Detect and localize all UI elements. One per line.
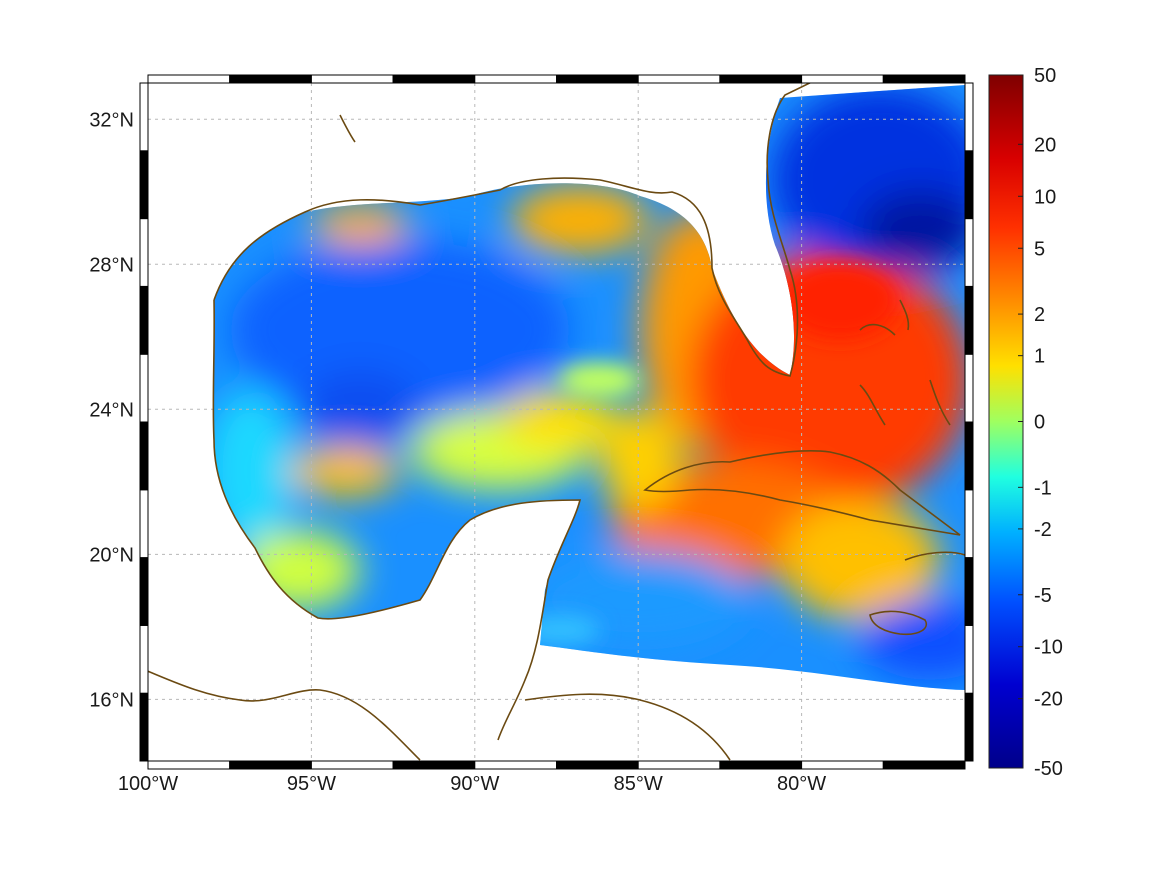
colorbar-label: -5 xyxy=(1034,585,1052,607)
lon-tick-label: 100°W xyxy=(118,773,178,795)
frame-segment-right xyxy=(964,150,974,220)
frame-segment-right xyxy=(964,353,974,423)
frame-segment-left xyxy=(139,489,149,559)
frame-segment-right xyxy=(964,421,974,491)
frame-segment-left xyxy=(139,150,149,220)
colorbar-label: 20 xyxy=(1034,134,1056,156)
colorbar-ramp xyxy=(988,74,1024,769)
lat-tick-label: 16°N xyxy=(89,689,134,711)
lon-tick-label: 90°W xyxy=(450,773,499,795)
lat-tick-label: 28°N xyxy=(89,254,134,276)
frame-segment-right xyxy=(964,82,974,152)
frame-segment-bottom xyxy=(310,760,394,770)
frame-segment-top xyxy=(719,74,803,84)
frame-segment-left xyxy=(139,82,149,152)
colorbar-label: 0 xyxy=(1034,412,1045,434)
frame-segment-bottom xyxy=(147,760,231,770)
frame-segment-right xyxy=(964,218,974,287)
frame-segment-left xyxy=(139,557,149,626)
colorbar-label: 2 xyxy=(1034,304,1045,326)
frame-segment-left xyxy=(139,692,149,762)
lon-tick-label: 85°W xyxy=(614,773,663,795)
colorbar-label: 5 xyxy=(1034,238,1045,260)
frame-segment-top xyxy=(556,74,639,84)
frame-segment-left xyxy=(139,285,149,355)
lat-tick-label: 24°N xyxy=(89,399,134,421)
frame-segment-bottom xyxy=(801,760,884,770)
frame-segment-bottom xyxy=(882,760,966,770)
latitude-labels: 32°N 28°N 24°N 20°N 16°N xyxy=(89,109,134,711)
frame-segment-bottom xyxy=(474,760,557,770)
longitude-labels: 100°W 95°W 90°W 85°W 80°W xyxy=(118,773,826,795)
frame-segment-top xyxy=(801,74,884,84)
frame-segment-top xyxy=(147,74,231,84)
frame-segment-right xyxy=(964,557,974,626)
frame-segment-top xyxy=(229,74,312,84)
frame-segment-bottom xyxy=(556,760,639,770)
frame-segment-right xyxy=(964,285,974,355)
frame-segment-left xyxy=(139,624,149,694)
frame-segment-bottom xyxy=(637,760,721,770)
frame-segment-left xyxy=(139,218,149,287)
map-frame xyxy=(139,74,974,770)
frame-segment-bottom xyxy=(229,760,312,770)
frame-segment-bottom xyxy=(392,760,476,770)
lat-tick-label: 32°N xyxy=(89,109,134,131)
colorbar-label: 10 xyxy=(1034,186,1056,208)
frame-segment-top xyxy=(637,74,721,84)
colorbar-label: -50 xyxy=(1034,758,1063,780)
frame-segment-top xyxy=(882,74,966,84)
colorbar-label: -2 xyxy=(1034,519,1052,541)
lat-tick-label: 20°N xyxy=(89,544,134,566)
frame-segment-top xyxy=(310,74,394,84)
colorbar-label: 50 xyxy=(1034,65,1056,87)
frame-segment-right xyxy=(964,624,974,694)
frame-segment-top xyxy=(474,74,557,84)
frame-segment-bottom xyxy=(719,760,803,770)
colorbar-label: 1 xyxy=(1034,346,1045,368)
frame-segment-left xyxy=(139,421,149,491)
frame-segment-top xyxy=(392,74,476,84)
frame-segment-left xyxy=(139,353,149,423)
lon-tick-label: 80°W xyxy=(777,773,826,795)
colorbar-label: -10 xyxy=(1034,637,1063,659)
frame-segment-right xyxy=(964,489,974,559)
colorbar-label: -1 xyxy=(1034,477,1052,499)
frame-segment-right xyxy=(964,692,974,762)
coastlines xyxy=(148,83,965,761)
lon-tick-label: 95°W xyxy=(287,773,336,795)
graticule xyxy=(148,83,965,761)
colorbar-label: -20 xyxy=(1034,689,1063,711)
